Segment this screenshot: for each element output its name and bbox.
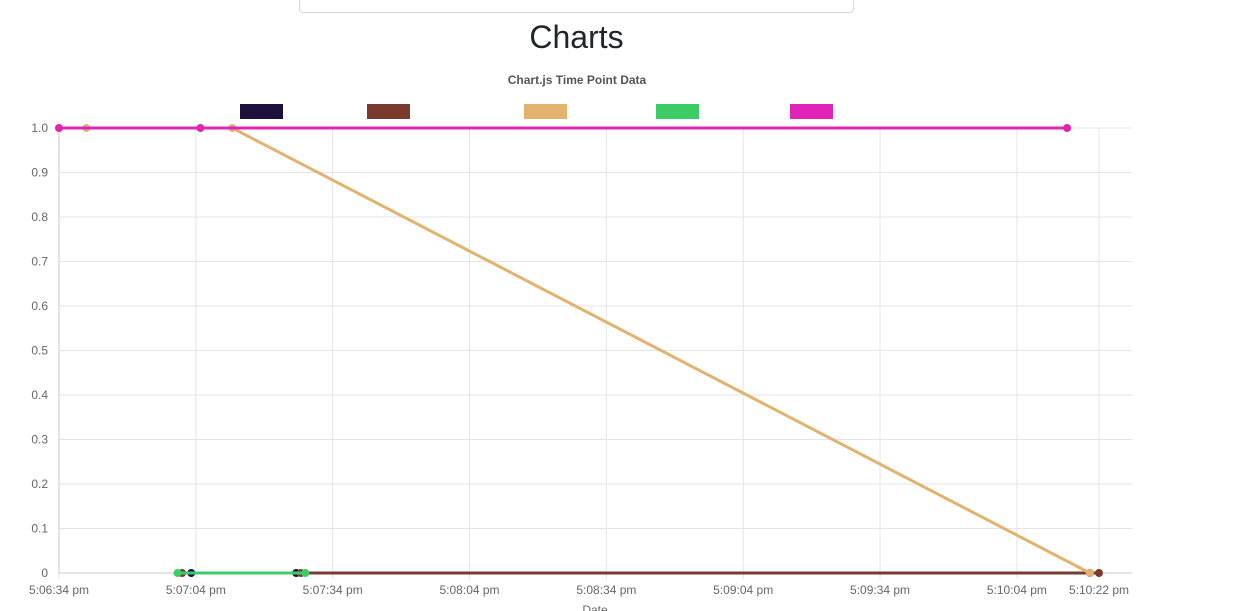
x-tick-label: 5:07:34 pm — [303, 583, 363, 597]
legend-swatch — [790, 104, 833, 119]
x-tick-label: 5:09:34 pm — [850, 583, 910, 597]
legend-swatch — [656, 104, 699, 119]
x-axis-label: Date — [582, 603, 608, 611]
y-tick-label: 0.1 — [31, 522, 48, 536]
y-tick-label: 1.0 — [31, 121, 48, 135]
chart-series — [55, 124, 1103, 577]
x-tick-label: 5:10:04 pm — [987, 583, 1047, 597]
y-tick-label: 0.7 — [31, 255, 48, 269]
legend-swatch — [524, 104, 567, 119]
data-point — [1095, 569, 1103, 577]
y-tick-label: 0.4 — [31, 388, 48, 402]
data-point — [55, 124, 63, 132]
y-tick-label: 0.3 — [31, 433, 48, 447]
y-tick-label: 0 — [41, 566, 48, 580]
y-tick-label: 0.2 — [31, 477, 48, 491]
search-input[interactable] — [299, 0, 854, 13]
y-axis: 0 0.1 0.2 0.3 0.4 0.5 0.6 0.7 0.8 0.9 1.0 — [31, 121, 48, 580]
data-point — [301, 569, 310, 577]
page-title: Charts — [529, 19, 624, 55]
y-tick-label: 0.9 — [31, 166, 48, 180]
x-tick-label: 5:08:04 pm — [440, 583, 500, 597]
data-point — [173, 569, 182, 577]
series-5 — [55, 124, 1072, 132]
x-tick-label: 5:10:22 pm — [1069, 583, 1129, 597]
x-tick-label: 5:09:04 pm — [713, 583, 773, 597]
x-axis: 5:06:34 pm 5:07:04 pm 5:07:34 pm 5:08:04 pm… — [29, 583, 1129, 597]
series-2 — [178, 569, 1103, 577]
legend-swatch — [240, 104, 283, 119]
y-tick-label: 0.8 — [31, 210, 48, 224]
y-tick-label: 0.6 — [31, 299, 48, 313]
chart-grid — [58, 127, 1132, 579]
data-point — [196, 124, 205, 132]
data-point — [1063, 124, 1072, 132]
chart-title: Chart.js Time Point Data — [508, 73, 647, 87]
y-tick-label: 0.5 — [31, 344, 48, 358]
x-tick-label: 5:06:34 pm — [29, 583, 89, 597]
x-tick-label: 5:07:04 pm — [166, 583, 226, 597]
x-tick-label: 5:08:34 pm — [576, 583, 636, 597]
legend-swatch — [367, 104, 410, 119]
series-4 — [173, 569, 310, 577]
data-point — [1085, 569, 1094, 577]
chart-legend — [240, 104, 833, 119]
